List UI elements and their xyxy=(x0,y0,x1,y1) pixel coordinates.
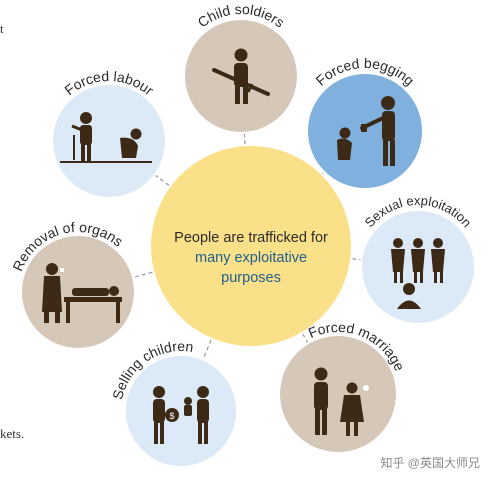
child-soldier-icon xyxy=(212,48,270,104)
node-child-soldiers: Child soldiers xyxy=(185,1,297,132)
node-selling-children: $ Selling children xyxy=(109,338,236,466)
labour-figures-icon xyxy=(60,112,152,163)
connector-forced-begging xyxy=(322,172,324,175)
node-circle xyxy=(280,336,396,452)
node-forced-marriage: Forced marriage xyxy=(280,319,408,452)
dollar-sign-icon: $ xyxy=(169,411,174,421)
node-sexual-exploitation: Sexual exploitation xyxy=(362,193,475,323)
connector-forced-marriage xyxy=(302,333,309,343)
money-bag-icon xyxy=(165,408,179,422)
connector-selling-children xyxy=(202,339,212,359)
node-circle xyxy=(53,85,165,197)
begging-figures-icon xyxy=(337,96,395,166)
edge-text-top: t xyxy=(0,21,4,36)
marriage-couple-icon xyxy=(314,367,369,436)
node-forced-labour: Forced labour xyxy=(53,68,165,197)
node-forced-begging: Forced begging xyxy=(308,55,422,188)
selling-child-icon xyxy=(153,386,209,444)
watermark: 知乎 @英国大师兄 xyxy=(380,456,480,470)
connector-sexual-exploitation xyxy=(352,258,361,261)
center-caption: People are trafficked for many exploitat… xyxy=(151,228,351,288)
node-circle xyxy=(126,356,236,466)
center-circle xyxy=(151,146,351,346)
node-removal-of-organs: Removal of organs xyxy=(9,219,134,348)
center-line-3: purposes xyxy=(221,270,281,286)
women-figures-icon xyxy=(391,238,445,309)
center-line-2: many exploitative xyxy=(194,250,308,266)
connector-lines xyxy=(133,133,361,359)
connector-removal-of-organs xyxy=(133,271,153,278)
surgery-icon xyxy=(42,263,122,323)
edge-text-bottom: kets. xyxy=(0,426,25,441)
connector-child-soldiers xyxy=(243,133,246,145)
connector-forced-labour xyxy=(155,175,170,186)
center-line-1: People are trafficked for xyxy=(174,230,328,246)
